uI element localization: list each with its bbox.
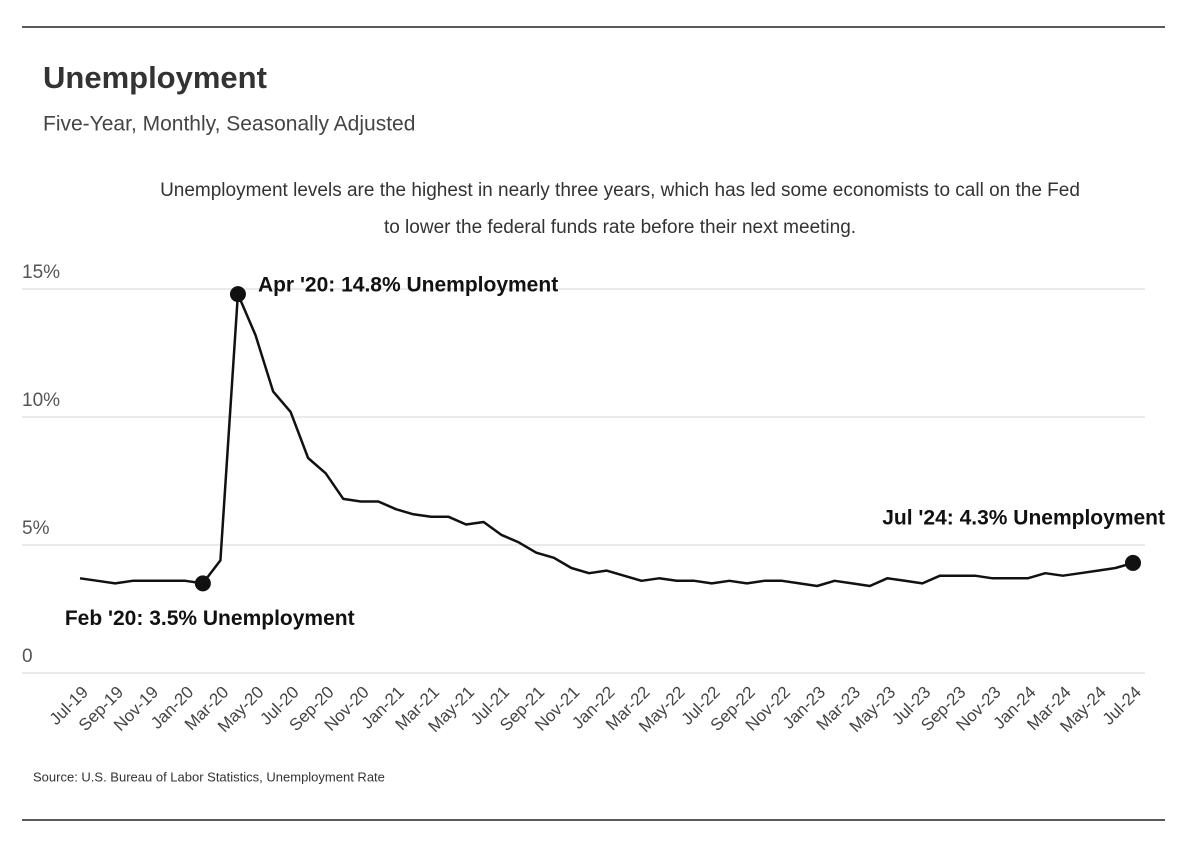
chart-title: Unemployment <box>43 60 267 95</box>
y-tick-label: 10% <box>22 390 60 411</box>
highlight-point <box>229 286 246 303</box>
source: Source: U.S. Bureau of Labor Statistics,… <box>33 769 385 784</box>
highlight-point <box>1125 554 1141 571</box>
annotation: Jul '24: 4.3% Unemployment <box>882 506 1165 529</box>
y-tick-label: 5% <box>22 518 50 539</box>
line <box>79 292 1134 588</box>
highlight-point <box>194 575 211 592</box>
y-tick-label: 0 <box>22 646 33 667</box>
note: Unemployment levels are the highest in n… <box>160 180 1080 238</box>
y-tick-label: 15% <box>22 262 60 283</box>
x-tick-label: Jul-24 <box>1099 683 1145 729</box>
annotation: Feb '20: 3.5% Unemployment <box>65 607 355 630</box>
annotation: Apr '20: 14.8% Unemployment <box>258 274 558 297</box>
chart-subtitle: Five-Year, Monthly, Seasonally Adjusted <box>43 113 415 136</box>
